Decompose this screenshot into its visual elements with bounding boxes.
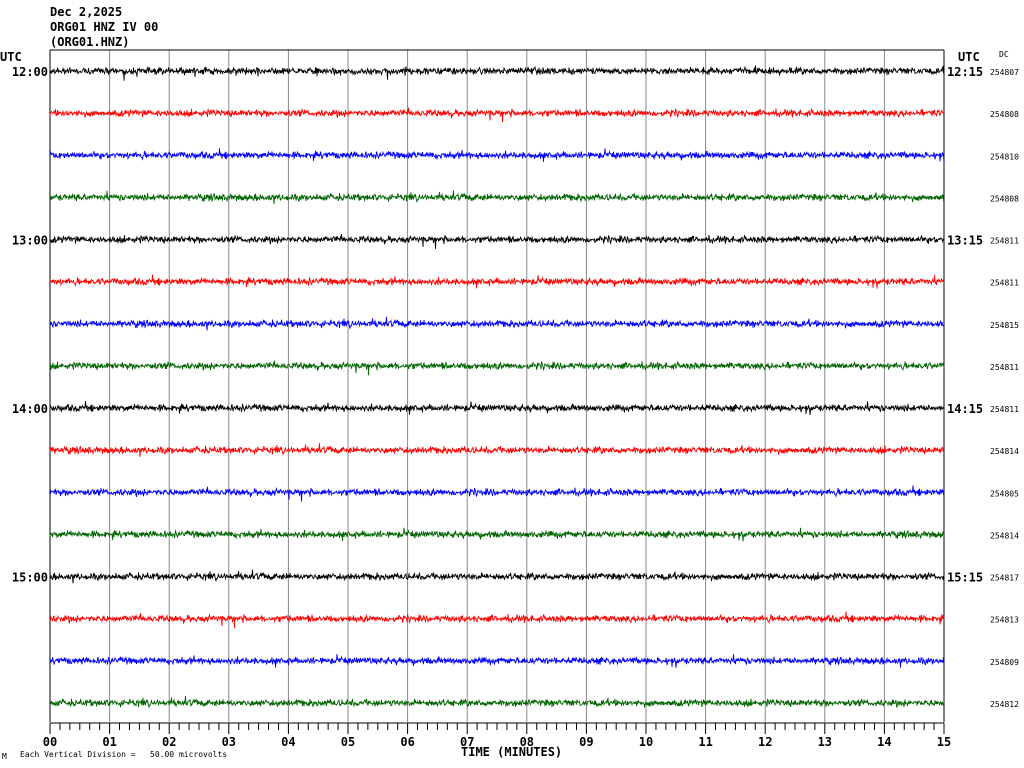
- x-tick-label: 07: [460, 735, 474, 749]
- date-label: Dec 2,2025: [50, 5, 122, 19]
- row-start-time: 15:00: [12, 571, 48, 585]
- x-tick-label: 08: [520, 735, 534, 749]
- x-tick-label: 11: [698, 735, 712, 749]
- station-label: ORG01 HNZ IV 00: [50, 20, 158, 34]
- trace-row-13: [49, 611, 945, 629]
- row-dc-value: 254811: [990, 279, 1019, 288]
- traces: [49, 65, 945, 709]
- x-tick-label: 00: [43, 735, 57, 749]
- row-start-time: 12:00: [12, 65, 48, 79]
- row-end-time: 15:15: [947, 571, 983, 585]
- channel-label: (ORG01.HNZ): [50, 35, 129, 49]
- trace-row-3: [49, 190, 945, 205]
- trace-row-4: [49, 234, 945, 249]
- trace-row-2: [49, 148, 945, 163]
- x-tick-label: 05: [341, 735, 355, 749]
- x-tick-label: 06: [400, 735, 414, 749]
- x-axis: 00 01 02 03 04 05 06 07 08 09 10 11 12 13 14 15: [43, 722, 951, 749]
- right-utc-label: UTC: [958, 50, 980, 64]
- x-tick-label: 02: [162, 735, 176, 749]
- row-dc-value: 254817: [990, 574, 1019, 583]
- row-dc-value: 254815: [990, 321, 1019, 330]
- row-dc-value: 254808: [990, 110, 1019, 119]
- trace-row-15: [49, 696, 945, 709]
- trace-row-10: [49, 485, 945, 502]
- trace-row-9: [49, 443, 945, 457]
- row-labels: 12:00 12:15 254807 254808 254810 254808 13:00 1…: [12, 65, 1019, 709]
- row-dc-value: 254809: [990, 658, 1019, 667]
- row-start-time: 13:00: [12, 234, 48, 248]
- x-tick-label: 09: [579, 735, 593, 749]
- x-tick-label: 04: [281, 735, 295, 749]
- x-axis-title: TIME (MINUTES): [461, 745, 562, 759]
- trace-row-6: [49, 316, 945, 331]
- x-tick-label: 13: [818, 735, 832, 749]
- row-dc-value: 254810: [990, 152, 1019, 161]
- trace-row-14: [49, 654, 945, 668]
- row-dc-value: 254811: [990, 405, 1019, 414]
- row-start-time: 14:00: [12, 402, 48, 416]
- x-tick-label: 15: [937, 735, 951, 749]
- row-dc-value: 254814: [990, 531, 1019, 540]
- trace-row-11: [49, 527, 945, 542]
- scale-note: Each Vertical Division = 50.00 microvolt…: [20, 750, 227, 759]
- row-dc-value: 254813: [990, 616, 1019, 625]
- row-dc-value: 254811: [990, 237, 1019, 246]
- row-dc-value: 254805: [990, 489, 1019, 498]
- x-tick-label: 03: [222, 735, 236, 749]
- row-end-time: 14:15: [947, 402, 983, 416]
- trace-row-5: [49, 274, 945, 289]
- x-tick-label: 14: [877, 735, 891, 749]
- dc-label: DC: [999, 50, 1009, 59]
- row-dc-value: 254814: [990, 447, 1019, 456]
- time-grid: [49, 49, 945, 722]
- trace-row-8: [49, 401, 945, 416]
- row-dc-value: 254808: [990, 194, 1019, 203]
- row-dc-value: 254811: [990, 363, 1019, 372]
- x-tick-label: 01: [102, 735, 116, 749]
- x-tick-label: 10: [639, 735, 653, 749]
- row-dc-value: 254807: [990, 68, 1019, 77]
- row-dc-value: 254812: [990, 700, 1019, 709]
- trace-row-12: [49, 569, 945, 584]
- trace-row-7: [49, 360, 945, 376]
- row-end-time: 12:15: [947, 65, 983, 79]
- scale-symbol: M: [2, 752, 7, 761]
- row-end-time: 13:15: [947, 234, 983, 248]
- x-tick-label: 12: [758, 735, 772, 749]
- trace-row-0: [49, 65, 945, 81]
- trace-row-1: [49, 107, 945, 123]
- left-utc-label: UTC: [0, 50, 22, 64]
